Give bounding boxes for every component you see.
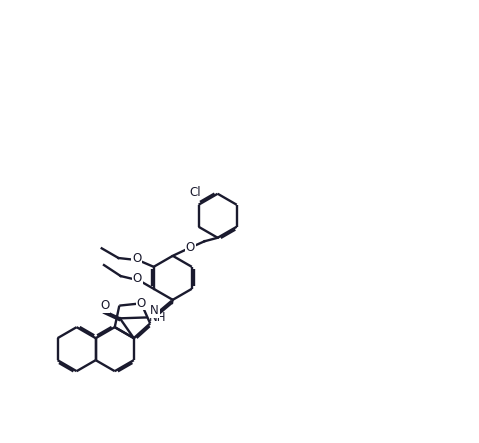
Text: NH: NH [149,311,167,323]
Text: Cl: Cl [189,187,201,199]
Text: O: O [137,297,146,310]
Text: N: N [150,304,159,317]
Text: O: O [186,241,195,253]
Text: O: O [132,252,141,264]
Text: O: O [100,299,109,312]
Text: O: O [133,272,142,285]
